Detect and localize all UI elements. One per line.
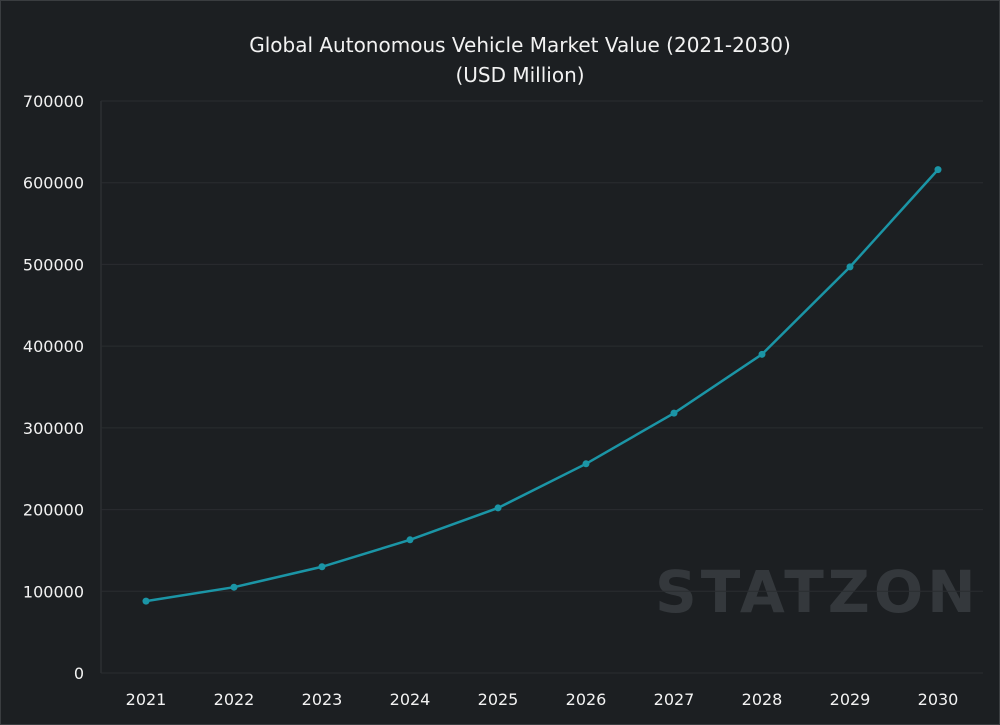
- x-tick-label: 2022: [214, 690, 255, 709]
- data-point: [670, 409, 678, 417]
- x-tick-label: 2028: [742, 690, 783, 709]
- data-point: [582, 460, 590, 468]
- x-tick-label: 2029: [830, 690, 871, 709]
- y-tick-label: 0: [74, 664, 84, 683]
- data-point: [846, 263, 854, 271]
- chart-subtitle: (USD Million): [455, 63, 584, 87]
- x-tick-label: 2024: [390, 690, 431, 709]
- x-tick-label: 2027: [654, 690, 695, 709]
- y-tick-label: 600000: [23, 174, 84, 193]
- y-tick-label: 300000: [23, 419, 84, 438]
- x-tick-label: 2026: [566, 690, 607, 709]
- y-tick-label: 200000: [23, 501, 84, 520]
- data-point: [494, 504, 502, 512]
- data-point: [230, 583, 238, 591]
- x-tick-label: 2021: [126, 690, 167, 709]
- data-point: [142, 597, 150, 605]
- y-tick-label: 500000: [23, 255, 84, 274]
- y-tick-label: 400000: [23, 337, 84, 356]
- y-tick-label: 100000: [23, 582, 84, 601]
- data-point: [318, 563, 326, 571]
- watermark-logo: STATZON: [655, 558, 980, 626]
- x-tick-label: 2023: [302, 690, 343, 709]
- data-point: [406, 536, 414, 544]
- data-point: [758, 350, 766, 358]
- chart-title: Global Autonomous Vehicle Market Value (…: [249, 33, 791, 57]
- x-tick-label: 2030: [918, 690, 959, 709]
- data-point: [934, 166, 942, 174]
- x-tick-label: 2025: [478, 690, 519, 709]
- y-tick-label: 700000: [23, 92, 84, 111]
- series-line: [145, 168, 939, 603]
